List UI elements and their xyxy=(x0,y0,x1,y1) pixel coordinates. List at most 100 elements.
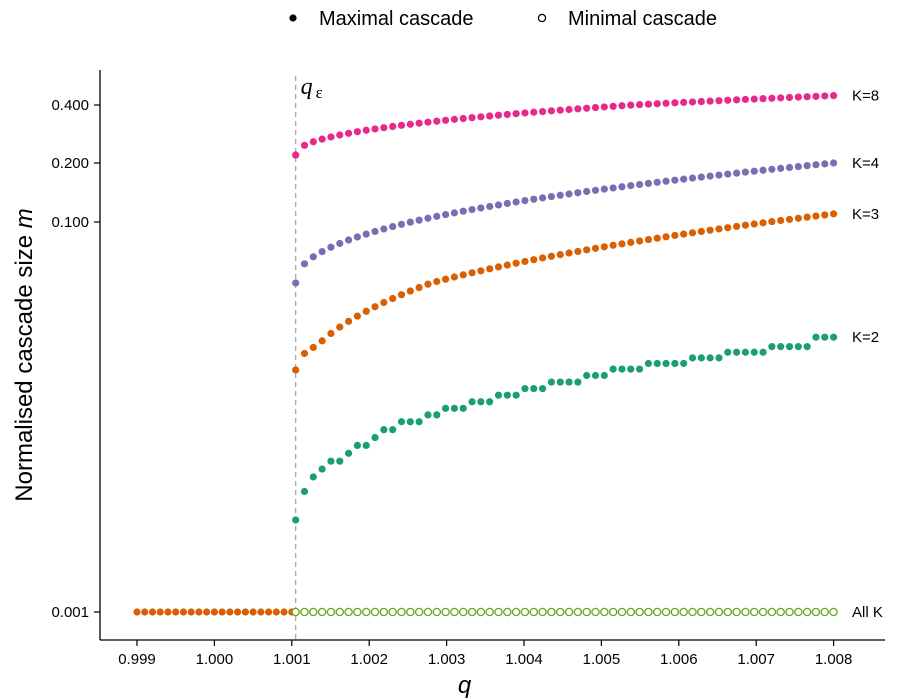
data-point xyxy=(644,607,653,617)
data-point xyxy=(477,398,485,406)
data-point xyxy=(467,607,477,617)
data-point xyxy=(486,398,494,406)
data-point xyxy=(768,343,776,351)
data-point xyxy=(380,298,388,307)
data-point xyxy=(433,117,441,125)
y-tick-label: 0.001 xyxy=(51,604,89,621)
data-point xyxy=(389,294,397,303)
data-point xyxy=(450,273,459,281)
data-point xyxy=(555,607,565,617)
data-point xyxy=(503,110,511,119)
data-point xyxy=(627,101,635,109)
data-point xyxy=(164,608,172,616)
data-point xyxy=(353,441,361,450)
data-point xyxy=(538,385,547,393)
data-point xyxy=(697,607,706,617)
data-point xyxy=(353,607,362,617)
data-point xyxy=(503,199,511,208)
data-point xyxy=(459,114,467,123)
data-point xyxy=(600,371,608,380)
data-point xyxy=(397,121,406,129)
data-point xyxy=(670,607,680,617)
data-point xyxy=(671,176,679,184)
data-point xyxy=(759,166,767,174)
data-point xyxy=(529,607,539,617)
data-point xyxy=(538,607,547,617)
data-point xyxy=(415,119,423,127)
data-point xyxy=(565,190,573,198)
data-point xyxy=(688,354,697,362)
data-point xyxy=(803,213,811,221)
data-point xyxy=(653,178,661,186)
data-point xyxy=(336,323,344,331)
data-point xyxy=(600,185,608,193)
data-point xyxy=(547,378,556,386)
data-point xyxy=(688,174,697,182)
data-point xyxy=(441,116,450,124)
data-point xyxy=(353,233,361,241)
data-point xyxy=(618,365,626,373)
data-point xyxy=(521,109,529,117)
data-point xyxy=(423,607,433,617)
data-point xyxy=(133,608,141,616)
legend-marker-filled xyxy=(289,14,297,22)
data-point xyxy=(344,317,353,325)
x-tick-label: 0.999 xyxy=(118,651,156,668)
data-point xyxy=(662,233,670,241)
data-point xyxy=(758,607,768,617)
data-point xyxy=(179,608,188,616)
data-point xyxy=(292,151,300,159)
data-point xyxy=(794,214,802,222)
data-point xyxy=(644,235,653,244)
data-point xyxy=(583,187,591,196)
data-point xyxy=(662,177,670,185)
data-point xyxy=(794,607,803,617)
x-tick-label: 1.008 xyxy=(815,651,853,668)
data-point xyxy=(830,159,838,167)
data-point xyxy=(380,124,388,132)
data-point xyxy=(705,607,715,617)
data-point xyxy=(565,249,573,257)
data-point xyxy=(759,95,767,103)
data-point xyxy=(812,333,820,341)
data-point xyxy=(706,354,714,362)
data-point xyxy=(441,607,450,617)
data-point xyxy=(344,129,353,137)
data-point xyxy=(811,607,821,617)
data-point xyxy=(458,607,468,617)
data-point xyxy=(406,418,414,426)
data-point xyxy=(280,608,288,616)
data-point xyxy=(556,106,564,114)
data-point xyxy=(688,607,697,617)
data-point xyxy=(564,607,574,617)
data-point xyxy=(300,487,309,496)
data-point xyxy=(476,607,486,617)
data-point xyxy=(538,194,547,202)
data-point xyxy=(292,516,300,524)
data-point xyxy=(715,171,723,179)
data-point xyxy=(723,607,733,617)
data-point xyxy=(414,607,424,617)
data-point xyxy=(829,607,838,617)
data-point xyxy=(741,95,750,104)
data-point xyxy=(406,287,414,295)
data-point xyxy=(503,607,512,617)
data-point xyxy=(583,104,591,112)
data-point xyxy=(803,93,811,101)
data-point xyxy=(309,343,317,352)
data-point xyxy=(768,218,776,226)
y-axis-title: Normalised cascade size m xyxy=(11,208,38,501)
legend-marker-open xyxy=(537,13,547,23)
data-point xyxy=(732,96,741,104)
data-point xyxy=(172,608,180,616)
data-point xyxy=(768,165,776,173)
data-point xyxy=(821,160,829,168)
data-point xyxy=(415,283,423,292)
data-point xyxy=(494,201,503,209)
x-tick-label: 1.002 xyxy=(350,651,388,668)
data-point xyxy=(309,253,317,261)
data-point xyxy=(767,607,777,617)
data-point xyxy=(318,135,326,143)
data-point xyxy=(556,378,564,386)
